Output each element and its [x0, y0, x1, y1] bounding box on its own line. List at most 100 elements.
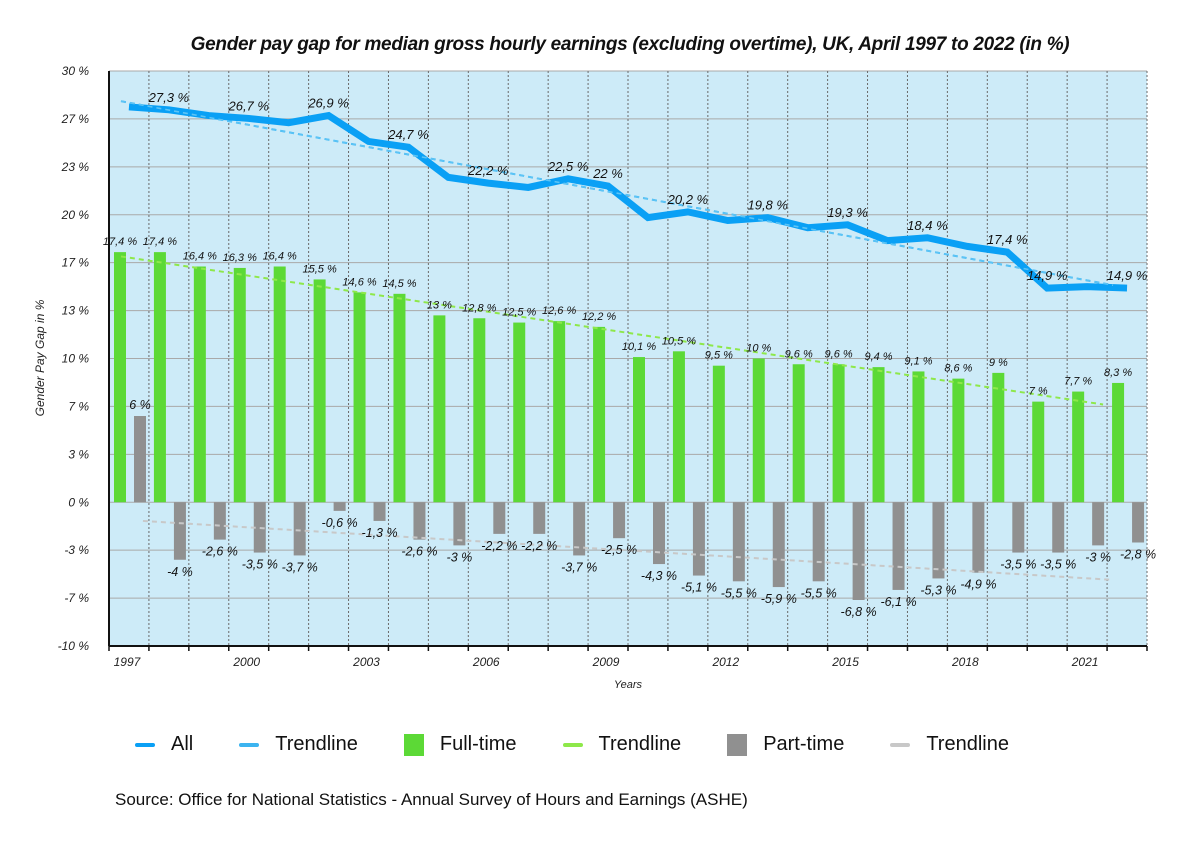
legend-swatch-line — [562, 742, 583, 747]
bar-full-time — [1072, 391, 1085, 503]
bar-full-time — [513, 322, 526, 503]
data-label-all: 26,9 % — [307, 96, 348, 111]
data-label-part-time: -3,5 % — [1000, 558, 1036, 572]
bar-part-time — [972, 502, 985, 573]
x-tick-label: 2000 — [232, 655, 260, 669]
data-label-all: 20,2 % — [667, 192, 708, 207]
x-tick-label: 1997 — [114, 655, 142, 669]
bar-full-time — [313, 279, 326, 503]
data-label-all: 26,7 % — [227, 98, 268, 113]
data-label-part-time: -4,9 % — [960, 578, 996, 592]
legend-swatch-line — [239, 742, 260, 747]
bar-full-time — [473, 318, 486, 503]
data-label-full-time: 12,2 % — [582, 311, 616, 323]
data-labels: 27,3 % 26,7 % 26,9 % 24,7 % 22,2 % 22,5 % 22 %… — [103, 90, 1156, 619]
data-label-all: 24,7 % — [387, 127, 428, 142]
legend-item-part-time: Part-time — [727, 733, 844, 756]
bar-part-time — [453, 502, 466, 546]
data-label-part-time: -3 % — [1085, 550, 1111, 564]
bar-full-time — [633, 357, 645, 503]
bar-part-time — [1052, 502, 1065, 553]
data-label-part-time: -3 % — [447, 550, 473, 564]
data-label-all: 19,8 % — [747, 198, 787, 213]
y-tick-label: 20 % — [61, 208, 90, 222]
x-axis-title: Years — [614, 679, 643, 691]
legend-label: All — [171, 733, 194, 755]
bar-part-time — [373, 502, 386, 521]
x-tick-label: 2003 — [352, 655, 380, 669]
data-label-part-time: -3,5 % — [1040, 558, 1076, 572]
data-label-part-time: -6,1 % — [880, 595, 916, 609]
x-tick-label: 2015 — [831, 655, 859, 669]
y-tick-label: 13 % — [62, 304, 90, 318]
bar-part-time — [213, 502, 226, 540]
data-label-part-time: -3,5 % — [242, 558, 278, 572]
chart: 30 % 27 % 23 % 20 % 17 % 13 % 10 % 7 % 3 % 0 % -3 … — [33, 64, 1156, 691]
bar-full-time — [832, 364, 845, 503]
legend-item-trendline: Trendline — [239, 733, 358, 756]
data-label-full-time: 12,8 % — [462, 302, 496, 314]
bar-full-time — [1032, 401, 1045, 503]
legend-item-trendline: Trendline — [562, 733, 682, 756]
y-tick-label: 30 % — [62, 64, 90, 78]
bar-full-time — [792, 364, 805, 503]
data-label-part-time: -1,3 % — [361, 526, 397, 540]
data-label-part-time: -5,3 % — [920, 583, 956, 597]
data-label-full-time: 16,4 % — [183, 251, 217, 263]
bar-part-time — [173, 502, 186, 560]
y-tick-label: 7 % — [68, 399, 89, 413]
bar-full-time — [433, 315, 446, 503]
data-label-part-time: 6 % — [129, 398, 151, 412]
legend-swatch-line — [135, 742, 155, 747]
source-note: Source: Office for National Statistics -… — [115, 790, 748, 809]
data-label-full-time: 10,5 % — [662, 335, 696, 347]
data-label-full-time: 12,5 % — [502, 307, 536, 319]
data-label-full-time: 9,4 % — [864, 351, 892, 363]
data-label-full-time: 9,1 % — [904, 355, 932, 367]
data-label-part-time: -2,6 % — [202, 545, 238, 559]
legend-label: Trendline — [598, 733, 682, 755]
bar-part-time — [1132, 502, 1145, 543]
y-tick-label: 10 % — [62, 352, 90, 366]
data-label-part-time: -2,2 % — [481, 539, 517, 553]
data-label-all: 17,4 % — [987, 232, 1027, 247]
bar-part-time — [1092, 502, 1105, 546]
data-label-full-time: 17,4 % — [103, 236, 137, 248]
bar-part-time — [692, 502, 705, 576]
bar-part-time — [1012, 502, 1025, 553]
data-label-full-time: 9,6 % — [825, 348, 853, 360]
bar-part-time — [413, 502, 426, 540]
legend-swatch-box — [403, 733, 424, 756]
bar-full-time — [952, 378, 965, 503]
y-tick-label: 3 % — [68, 447, 89, 461]
y-axis-title: Gender Pay Gap in % — [33, 299, 47, 416]
data-label-all: 14,9 % — [1027, 268, 1067, 283]
x-tick-label: 2006 — [472, 655, 500, 669]
legend-label: Part-time — [763, 733, 845, 755]
data-label-part-time: -2,5 % — [601, 543, 637, 557]
bar-full-time — [1112, 382, 1125, 503]
data-label-part-time: -2,6 % — [401, 545, 437, 559]
bar-part-time — [812, 502, 825, 582]
data-label-full-time: 9,5 % — [705, 350, 733, 362]
x-tick-label: 2021 — [1071, 655, 1099, 669]
data-label-part-time: -5,1 % — [681, 581, 717, 595]
bar-full-time — [752, 358, 765, 503]
data-label-full-time: 8,6 % — [944, 363, 972, 375]
data-label-all: 18,4 % — [907, 218, 947, 233]
bar-part-time — [134, 416, 146, 503]
legend: All Trendline Full-time Trendline Part-time T… — [135, 733, 1055, 756]
bar-part-time — [653, 502, 665, 565]
bar-full-time — [153, 252, 166, 503]
data-label-full-time: 13 % — [427, 299, 452, 311]
legend-swatch-line — [890, 742, 911, 747]
lines — [120, 100, 1128, 581]
bar-part-time — [613, 502, 626, 539]
bar-part-time — [533, 502, 546, 534]
data-label-full-time: 14,5 % — [382, 278, 416, 290]
bar-full-time — [912, 371, 925, 503]
bar-part-time — [293, 502, 306, 556]
bar-full-time — [193, 266, 206, 503]
bar-full-time — [553, 321, 566, 503]
legend-swatch-box — [727, 733, 748, 756]
